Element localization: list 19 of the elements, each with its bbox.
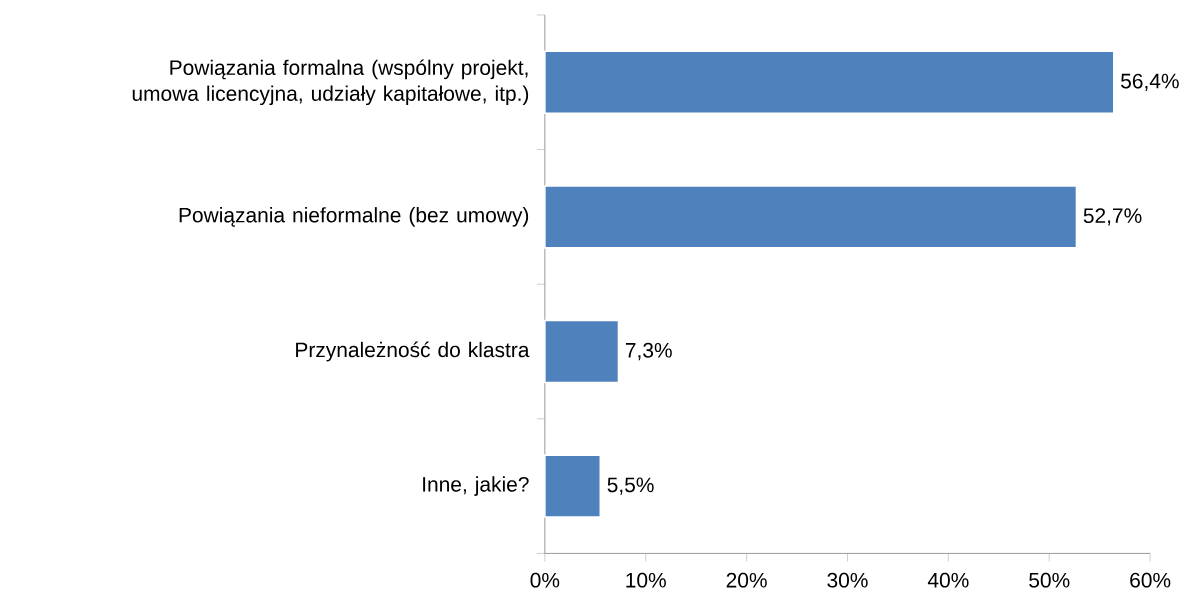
y-tick-label: Powiązania nieformalne (bez umowy) — [179, 206, 529, 227]
x-tick-label: 40% — [927, 572, 969, 588]
bar — [544, 454, 602, 518]
y-tick-label: Przynależność do klastra — [296, 341, 530, 362]
x-tick-label: 30% — [827, 572, 868, 588]
x-tick-label: 10% — [626, 572, 666, 588]
y-tick-label: Powiązania formalna (wspólny projekt, umowa licencyjna, udziały kapitałowe, itp.) — [132, 59, 529, 105]
bar — [544, 50, 1115, 114]
data-label: 5,5% — [607, 477, 654, 495]
data-label: 52,7% — [1083, 208, 1142, 226]
x-tick-label: 50% — [1029, 572, 1070, 588]
bar — [544, 319, 620, 384]
x-tick-label: 60% — [1130, 572, 1171, 588]
bar — [544, 184, 1078, 249]
data-label: 7,3% — [625, 342, 672, 361]
data-label: 56,4% — [1121, 73, 1179, 91]
x-tick-label: 0% — [530, 572, 560, 588]
y-tick-label: Inne, jakie? — [423, 476, 529, 496]
x-tick-label: 20% — [726, 572, 767, 588]
